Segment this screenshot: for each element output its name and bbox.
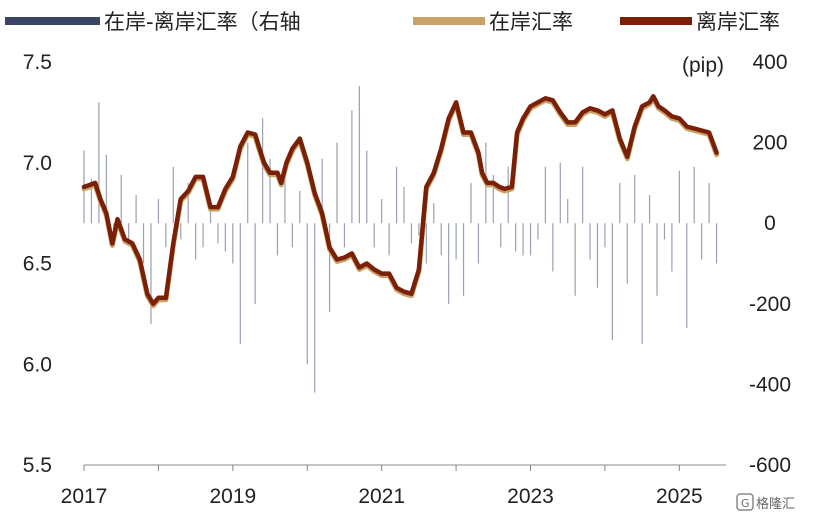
x-tick-label: 2021 bbox=[358, 485, 405, 508]
legend-swatch-spread bbox=[5, 17, 100, 25]
right-y-tick-label: -600 bbox=[749, 454, 791, 477]
watermark-text: 格隆汇 bbox=[756, 496, 795, 512]
x-axis: 2017 2019 2021 2023 2025 bbox=[61, 464, 726, 508]
legend-label-spread: 在岸-离岸汇率（右轴 bbox=[104, 10, 301, 34]
legend: 在岸-离岸汇率（右轴 在岸汇率 离岸汇率 bbox=[5, 10, 780, 34]
right-y-tick-label: 400 bbox=[752, 51, 787, 74]
left-y-tick-label: 7.0 bbox=[23, 152, 52, 175]
watermark-logo: G 格隆汇 bbox=[736, 493, 795, 512]
legend-item-spread: 在岸-离岸汇率（右轴 bbox=[5, 10, 301, 34]
left-y-tick-label: 5.5 bbox=[23, 454, 52, 477]
x-tick-label: 2019 bbox=[209, 485, 256, 508]
right-axis-unit: (pip) bbox=[682, 54, 724, 77]
legend-label-onshore: 在岸汇率 bbox=[489, 10, 573, 34]
right-y-tick-label: 0 bbox=[764, 212, 776, 235]
x-tick-label: 2025 bbox=[656, 485, 703, 508]
right-y-tick-label: -200 bbox=[749, 293, 791, 316]
right-y-axis: -600 -400 -200 0 200 400 bbox=[749, 51, 791, 477]
svg-text:G: G bbox=[741, 497, 750, 510]
offshore-rate-line bbox=[81, 94, 719, 307]
right-y-tick-label: -400 bbox=[749, 373, 791, 396]
legend-item-offshore: 离岸汇率 bbox=[620, 10, 780, 34]
rate-lines bbox=[81, 94, 720, 309]
spread-bars bbox=[83, 86, 718, 393]
left-y-axis: 5.5 6.0 6.5 7.0 7.5 bbox=[23, 51, 52, 477]
right-y-tick-label: 200 bbox=[752, 132, 787, 155]
legend-swatch-offshore bbox=[620, 17, 692, 25]
left-y-tick-label: 6.0 bbox=[23, 353, 52, 376]
x-tick-label: 2017 bbox=[61, 485, 108, 508]
legend-item-onshore: 在岸汇率 bbox=[413, 10, 573, 34]
x-tick-label: 2023 bbox=[507, 485, 554, 508]
left-y-tick-label: 6.5 bbox=[23, 253, 52, 276]
legend-swatch-onshore bbox=[413, 17, 485, 25]
left-y-tick-label: 7.5 bbox=[23, 51, 52, 74]
legend-label-offshore: 离岸汇率 bbox=[696, 10, 780, 34]
